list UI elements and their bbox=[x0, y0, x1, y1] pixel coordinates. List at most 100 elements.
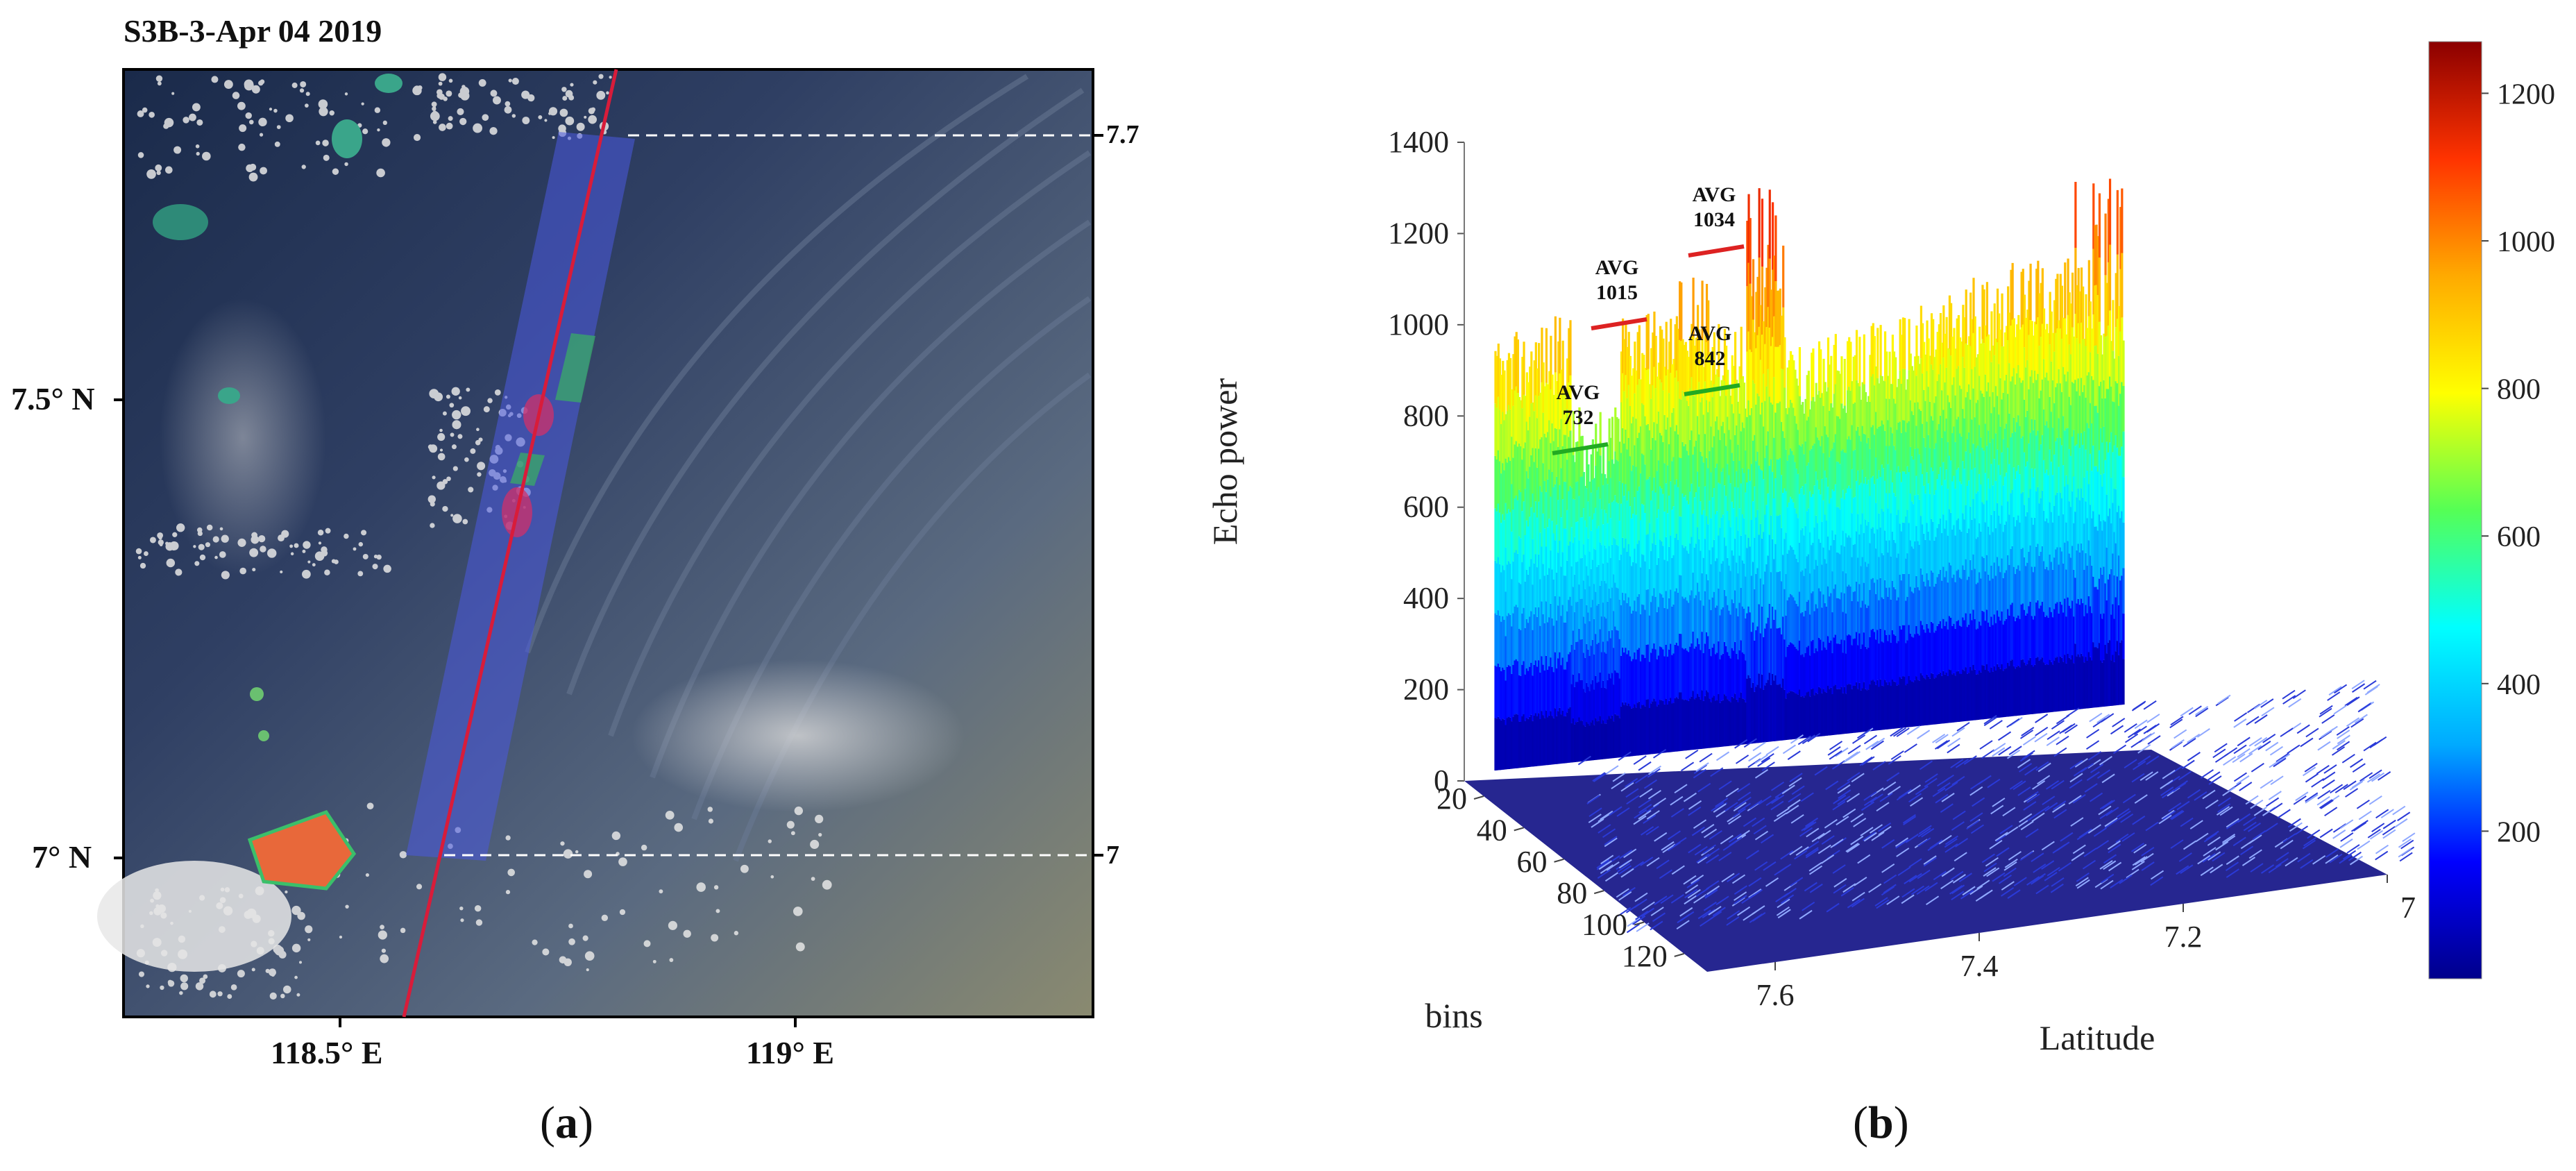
tail-streak bbox=[1924, 777, 1938, 788]
tail-streak bbox=[1924, 882, 1938, 892]
cloud-dot bbox=[768, 839, 772, 843]
panel-label-b: (b) bbox=[1853, 1097, 1909, 1148]
tail-streak bbox=[2247, 823, 2262, 832]
tail-streak bbox=[1799, 827, 1813, 837]
tail-streak bbox=[1871, 737, 1886, 748]
tail-streak bbox=[2207, 771, 2221, 781]
tail-streak bbox=[2099, 800, 2113, 810]
tail-streak bbox=[2293, 795, 2307, 805]
tail-streak bbox=[2093, 827, 2107, 837]
tail-streak bbox=[1985, 857, 1999, 867]
cloud-dot bbox=[302, 549, 306, 553]
tail-streak bbox=[1820, 854, 1835, 864]
tail-streak bbox=[1905, 833, 1919, 843]
cloud-dot bbox=[244, 79, 254, 90]
tail-streak bbox=[1684, 895, 1697, 905]
cloud-dot bbox=[260, 546, 266, 553]
cloud-dot bbox=[489, 127, 498, 135]
tail-streak bbox=[2316, 764, 2330, 775]
cloud-dot bbox=[609, 76, 612, 79]
cloud-dot bbox=[366, 802, 374, 810]
tail-streak bbox=[2110, 879, 2124, 888]
tail-streak bbox=[2098, 805, 2112, 816]
tail-streak bbox=[2037, 762, 2051, 773]
cloud-dot bbox=[305, 103, 309, 108]
tail-streak bbox=[1857, 854, 1871, 864]
cloud-dot bbox=[152, 938, 162, 947]
cloud-dot bbox=[237, 538, 246, 547]
tail-streak bbox=[2289, 822, 2303, 832]
tail-streak bbox=[1861, 756, 1875, 766]
tail-streak bbox=[1634, 774, 1649, 784]
cloud-dot bbox=[224, 887, 230, 893]
tail-streak bbox=[2239, 752, 2253, 763]
tail-streak bbox=[2351, 683, 2366, 693]
tail-streak bbox=[2307, 829, 2321, 839]
tail-streak bbox=[1932, 734, 1946, 743]
tail-streak bbox=[2319, 707, 2332, 718]
cloud-dot bbox=[249, 548, 259, 557]
tail-streak bbox=[1852, 891, 1865, 902]
cloud-dot bbox=[176, 523, 185, 532]
tail-streak bbox=[1876, 802, 1890, 811]
tail-streak bbox=[1593, 773, 1607, 782]
tail-streak bbox=[2003, 867, 2017, 877]
cloud-dot bbox=[786, 820, 795, 829]
tail-streak bbox=[2007, 889, 2021, 899]
cloud-dot bbox=[155, 75, 163, 82]
tail-streak bbox=[1783, 888, 1797, 898]
cloud-dot bbox=[770, 875, 774, 879]
tail-streak bbox=[1728, 833, 1742, 843]
tail-streak bbox=[1949, 885, 1963, 895]
tail-streak bbox=[1743, 738, 1757, 748]
tail-streak bbox=[2053, 747, 2067, 757]
tail-streak bbox=[1696, 853, 1710, 863]
tail-streak bbox=[1685, 884, 1699, 894]
tail-streak bbox=[1996, 847, 2010, 857]
tail-streak bbox=[1809, 883, 1823, 893]
tail-streak bbox=[1713, 803, 1727, 813]
cloud-dot bbox=[178, 949, 188, 959]
tail-streak bbox=[1918, 825, 1932, 835]
cloud-dot bbox=[507, 868, 515, 877]
tail-streak bbox=[1907, 784, 1922, 794]
tail-streak bbox=[1835, 747, 1849, 757]
cloud-dot bbox=[159, 543, 163, 547]
tail-streak bbox=[2169, 718, 2183, 729]
tail-streak bbox=[2305, 793, 2319, 804]
cloud-dot bbox=[442, 411, 447, 416]
tail-streak bbox=[1592, 772, 1606, 782]
cloud-dot bbox=[157, 81, 162, 86]
tail-streak bbox=[1703, 901, 1717, 911]
tail-streak bbox=[1639, 788, 1653, 798]
tail-streak bbox=[1654, 895, 1668, 905]
tail-streak bbox=[2366, 773, 2381, 783]
cloud-dot bbox=[156, 170, 161, 176]
tail-streak bbox=[2108, 843, 2121, 854]
tail-streak bbox=[1708, 906, 1722, 916]
tail-streak bbox=[2317, 789, 2331, 800]
cloud-dot bbox=[323, 154, 330, 161]
tail-streak bbox=[2245, 795, 2259, 805]
cloud-dot bbox=[431, 101, 437, 108]
annotation-label: AVG bbox=[1688, 322, 1732, 345]
tail-streak bbox=[2134, 719, 2148, 730]
cloud-dot bbox=[412, 85, 422, 96]
tail-streak bbox=[2197, 854, 2211, 865]
cloud-dot bbox=[584, 951, 595, 961]
cloud-dot bbox=[135, 548, 142, 555]
tail-streak bbox=[1728, 815, 1742, 825]
cloud-dot bbox=[303, 541, 311, 549]
tail-streak bbox=[1737, 802, 1752, 813]
cloud-dot bbox=[532, 939, 538, 945]
cloud-dot bbox=[280, 570, 283, 574]
tail-streak bbox=[1790, 877, 1804, 887]
tail-streak bbox=[2273, 757, 2287, 768]
cloud-dot bbox=[199, 977, 206, 984]
tail-streak bbox=[2225, 861, 2239, 872]
tail-streak bbox=[1647, 765, 1661, 775]
tail-streak bbox=[1797, 735, 1811, 745]
tail-streak bbox=[2382, 825, 2396, 836]
tail-streak bbox=[1646, 857, 1660, 867]
tail-streak bbox=[1998, 874, 2012, 884]
